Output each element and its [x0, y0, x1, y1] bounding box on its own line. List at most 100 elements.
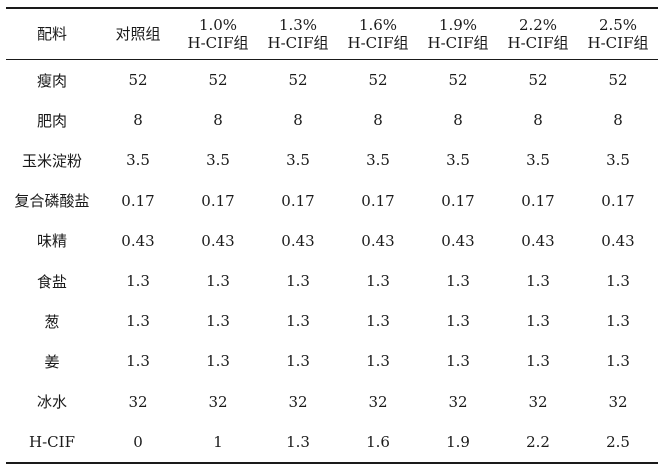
amount-cell: 1.3 — [286, 432, 310, 451]
table-row: 复合磷酸盐 0.17 0.17 0.17 0.17 0.17 0.17 0.17 — [6, 181, 658, 221]
amount-cell: 0.17 — [121, 191, 155, 210]
amount-cell: 52 — [128, 71, 148, 90]
header-hcif-group: 2.5% H-CIF组 — [578, 8, 658, 60]
amount-cell: 1.3 — [206, 272, 230, 291]
table-body: 瘦肉 52 52 52 52 52 52 52 肥肉 8 8 8 8 8 8 8 玉米淀粉 3.5 3.5 3.5 3.… — [6, 60, 658, 463]
amount-cell: 1.3 — [446, 272, 470, 291]
header-sublabel: H-CIF组 — [347, 34, 409, 52]
table-row: 味精 0.43 0.43 0.43 0.43 0.43 0.43 0.43 — [6, 221, 658, 261]
amount-cell: 1 — [213, 432, 223, 451]
amount-cell: 1.3 — [446, 312, 470, 331]
header-hcif-group: 1.0% H-CIF组 — [178, 8, 258, 60]
header-row: 配料 对照组 1.0% H-CIF组 1.3% H-CIF组 1.6% H-CIF组 1.9% H… — [6, 8, 658, 60]
header-label: 2.5% — [598, 16, 638, 34]
amount-cell: 0 — [133, 432, 143, 451]
amount-cell: 1.3 — [446, 352, 470, 371]
amount-cell: 8 — [453, 111, 463, 130]
amount-cell: 1.3 — [286, 352, 310, 371]
header-label: 配料 — [36, 25, 67, 43]
amount-cell: 8 — [133, 111, 143, 130]
amount-cell: 0.43 — [361, 231, 395, 250]
ingredient-name-cell: 姜 — [44, 352, 60, 371]
amount-cell: 1.9 — [446, 432, 470, 451]
ingredient-name-cell: 复合磷酸盐 — [14, 192, 90, 211]
table-row: 葱 1.3 1.3 1.3 1.3 1.3 1.3 1.3 — [6, 301, 658, 341]
amount-cell: 3.5 — [366, 151, 390, 170]
amount-cell: 0.17 — [521, 191, 555, 210]
header-sublabel: H-CIF组 — [507, 34, 569, 52]
header-label: 1.3% — [278, 16, 318, 34]
amount-cell: 1.3 — [526, 272, 550, 291]
amount-cell: 52 — [608, 71, 628, 90]
amount-cell: 1.3 — [286, 272, 310, 291]
table-row: 姜 1.3 1.3 1.3 1.3 1.3 1.3 1.3 — [6, 341, 658, 381]
header-sublabel: H-CIF组 — [427, 34, 489, 52]
header-ingredient: 配料 — [6, 8, 98, 60]
ingredient-name-cell: 玉米淀粉 — [21, 151, 82, 170]
amount-cell: 0.43 — [121, 231, 155, 250]
amount-cell: 8 — [293, 111, 303, 130]
amount-cell: 1.3 — [606, 352, 630, 371]
header-sublabel: H-CIF组 — [187, 34, 249, 52]
amount-cell: 32 — [608, 392, 628, 411]
header-hcif-group: 2.2% H-CIF组 — [498, 8, 578, 60]
amount-cell: 8 — [213, 111, 223, 130]
amount-cell: 1.3 — [526, 312, 550, 331]
amount-cell: 3.5 — [126, 151, 150, 170]
ingredient-name-cell: 食盐 — [36, 272, 67, 291]
table-header: 配料 对照组 1.0% H-CIF组 1.3% H-CIF组 1.6% H-CIF组 1.9% H… — [6, 8, 658, 60]
amount-cell: 1.6 — [366, 432, 390, 451]
header-hcif-group: 1.3% H-CIF组 — [258, 8, 338, 60]
ingredient-name-cell: 冰水 — [36, 393, 67, 412]
table-row: 冰水 32 32 32 32 32 32 32 — [6, 382, 658, 422]
amount-cell: 1.3 — [606, 272, 630, 291]
amount-cell: 3.5 — [526, 151, 550, 170]
amount-cell: 0.43 — [601, 231, 635, 250]
amount-cell: 52 — [368, 71, 388, 90]
amount-cell: 0.17 — [201, 191, 235, 210]
amount-cell: 3.5 — [286, 151, 310, 170]
amount-cell: 0.43 — [441, 231, 475, 250]
header-control-group: 对照组 — [98, 8, 178, 60]
table-row: 肥肉 8 8 8 8 8 8 8 — [6, 100, 658, 140]
amount-cell: 1.3 — [206, 352, 230, 371]
header-hcif-group: 1.9% H-CIF组 — [418, 8, 498, 60]
amount-cell: 0.43 — [201, 231, 235, 250]
amount-cell: 2.5 — [606, 432, 630, 451]
table-row: 玉米淀粉 3.5 3.5 3.5 3.5 3.5 3.5 3.5 — [6, 140, 658, 180]
amount-cell: 8 — [373, 111, 383, 130]
amount-cell: 8 — [533, 111, 543, 130]
amount-cell: 32 — [208, 392, 228, 411]
header-label: 2.2% — [518, 16, 558, 34]
amount-cell: 1.3 — [286, 312, 310, 331]
amount-cell: 0.17 — [441, 191, 475, 210]
amount-cell: 1.3 — [126, 272, 150, 291]
ingredient-name-cell: 瘦肉 — [36, 71, 67, 90]
amount-cell: 1.3 — [126, 352, 150, 371]
amount-cell: 0.17 — [361, 191, 395, 210]
amount-cell: 1.3 — [606, 312, 630, 331]
header-label: 1.0% — [198, 16, 238, 34]
header-label: 对照组 — [115, 25, 161, 43]
ingredient-name-cell: 味精 — [36, 232, 67, 251]
header-sublabel: H-CIF组 — [267, 34, 329, 52]
amount-cell: 3.5 — [206, 151, 230, 170]
header-sublabel: H-CIF组 — [587, 34, 649, 52]
amount-cell: 3.5 — [446, 151, 470, 170]
header-label: 1.9% — [438, 16, 478, 34]
amount-cell: 1.3 — [366, 352, 390, 371]
amount-cell: 0.43 — [521, 231, 555, 250]
amount-cell: 32 — [448, 392, 468, 411]
formulation-table: 配料 对照组 1.0% H-CIF组 1.3% H-CIF组 1.6% H-CIF组 1.9% H… — [6, 7, 658, 464]
ingredient-name-cell: 肥肉 — [36, 111, 67, 130]
amount-cell: 32 — [368, 392, 388, 411]
amount-cell: 1.3 — [126, 312, 150, 331]
amount-cell: 52 — [208, 71, 228, 90]
amount-cell: 52 — [448, 71, 468, 90]
formulation-table-container: 配料 对照组 1.0% H-CIF组 1.3% H-CIF组 1.6% H-CIF组 1.9% H… — [6, 8, 658, 463]
ingredient-name-cell: H-CIF — [29, 432, 75, 451]
amount-cell: 1.3 — [526, 352, 550, 371]
header-hcif-group: 1.6% H-CIF组 — [338, 8, 418, 60]
amount-cell: 1.3 — [366, 312, 390, 331]
amount-cell: 52 — [528, 71, 548, 90]
